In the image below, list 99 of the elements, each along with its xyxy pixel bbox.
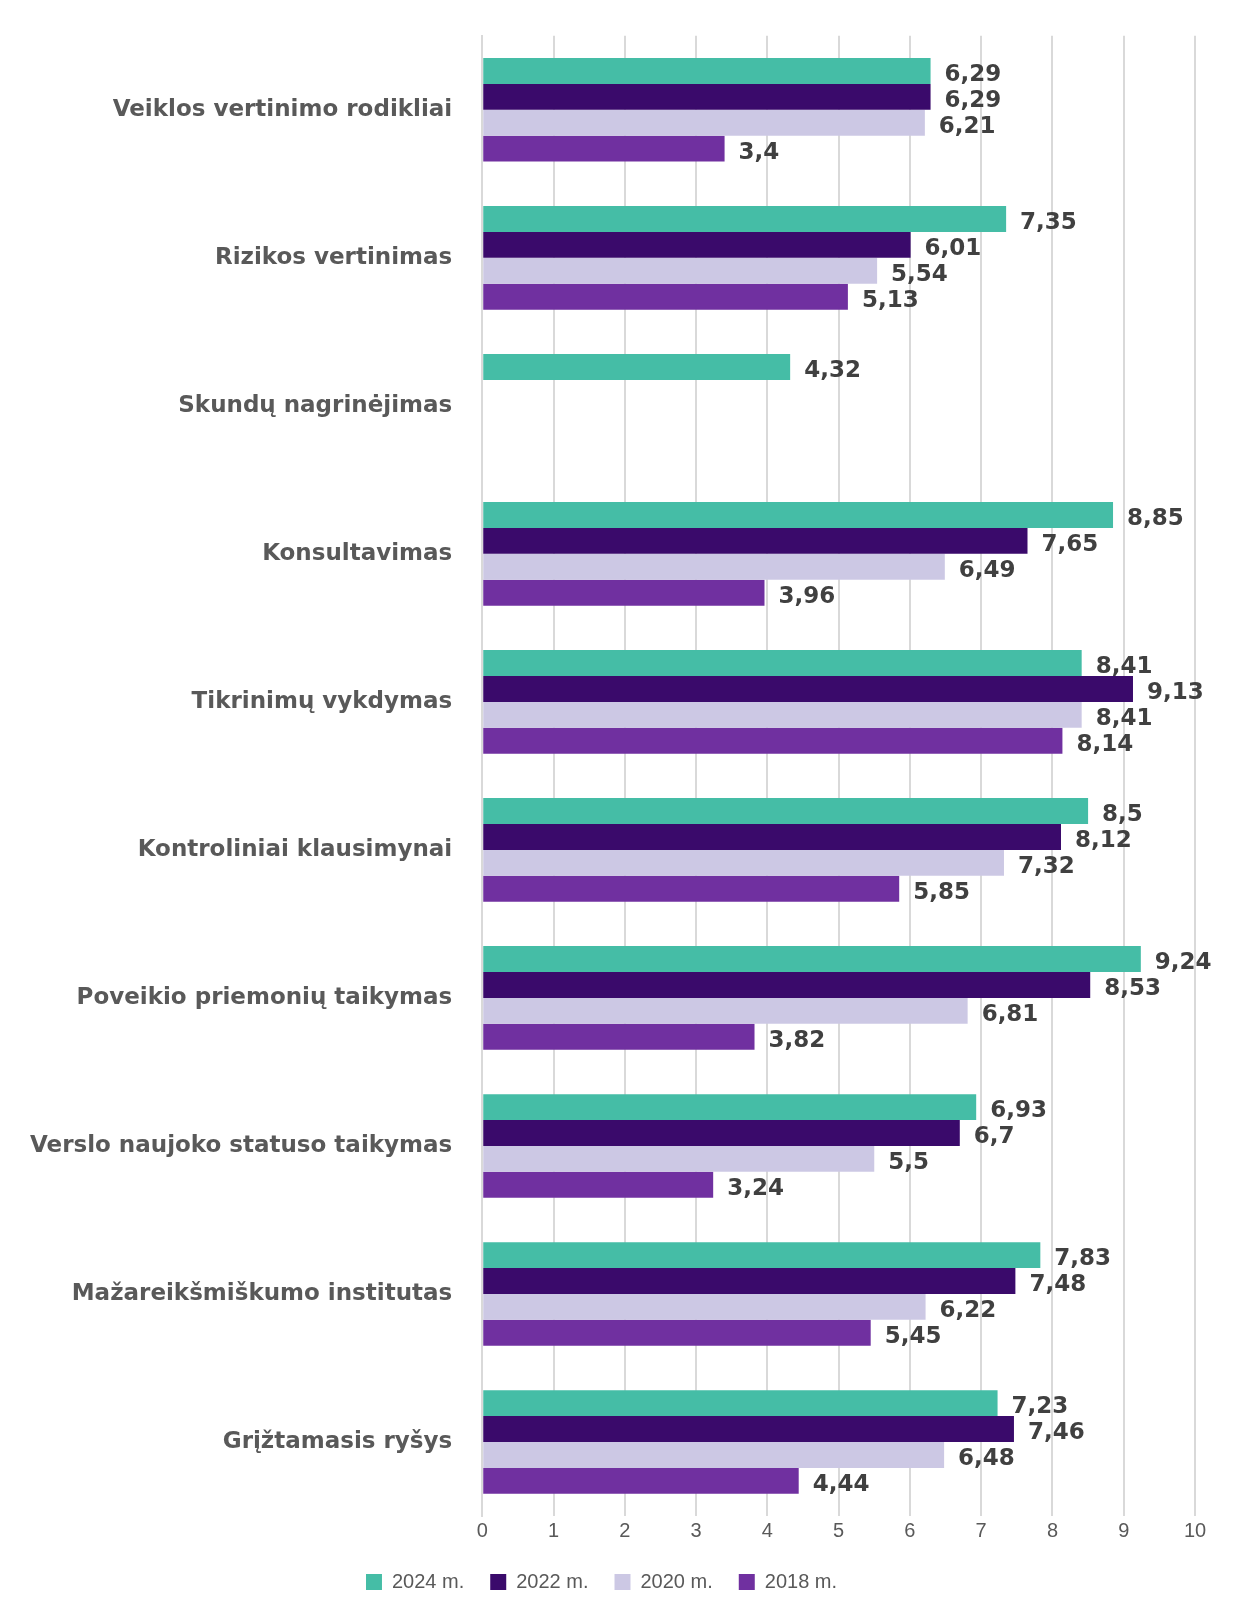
- y-tick-label: Kontroliniai klausimynai: [137, 834, 453, 861]
- bar: [483, 1467, 799, 1494]
- x-tick-label: 2: [619, 1518, 631, 1541]
- x-tick-label: 9: [1118, 1518, 1130, 1541]
- data-label: 4,44: [812, 1469, 870, 1496]
- data-label: 9,24: [1154, 948, 1212, 975]
- bar: [483, 231, 911, 258]
- bar: [483, 1094, 977, 1121]
- y-tick-label: Konsultavimas: [262, 538, 453, 565]
- bar: [483, 135, 725, 162]
- bar: [483, 972, 1091, 998]
- data-label: 9,13: [1146, 677, 1204, 704]
- bar: [483, 701, 1082, 728]
- y-tick-label: Mažareikšmiškumo institutas: [71, 1278, 453, 1305]
- data-label: 6,01: [924, 233, 982, 260]
- y-tick-label: Rizikos vertinimas: [214, 242, 453, 269]
- data-label: 7,48: [1029, 1269, 1087, 1296]
- bar: [483, 946, 1141, 973]
- x-tick-label: 5: [833, 1518, 845, 1541]
- data-label: 7,65: [1041, 529, 1099, 556]
- legend-label: 2022 m.: [516, 1569, 589, 1592]
- bar: [483, 1390, 998, 1417]
- data-label: 8,12: [1075, 825, 1132, 852]
- y-tick-label: Grįžtamasis ryšys: [222, 1426, 453, 1453]
- bar: [483, 798, 1089, 825]
- x-tick-label: 7: [975, 1518, 987, 1541]
- data-label: 8,85: [1127, 503, 1184, 530]
- bar: [483, 553, 945, 580]
- bar: [483, 58, 931, 84]
- bar: [483, 1120, 960, 1146]
- data-label: 8,53: [1104, 973, 1161, 1000]
- data-label: 5,85: [913, 877, 970, 904]
- data-label: 6,21: [938, 111, 996, 138]
- data-label: 6,93: [990, 1096, 1047, 1123]
- data-label: 3,24: [727, 1173, 784, 1200]
- bar: [483, 1441, 945, 1468]
- bar: [483, 1268, 1016, 1294]
- bar: [483, 650, 1082, 676]
- x-tick-label: 4: [761, 1518, 773, 1541]
- data-label: 6,29: [944, 59, 1002, 86]
- bar: [483, 1242, 1041, 1269]
- data-label: 6,49: [958, 555, 1016, 582]
- data-label: 4,32: [804, 355, 861, 382]
- bar: [483, 1416, 1014, 1442]
- data-label: 6,81: [981, 999, 1039, 1026]
- x-tick-label: 0: [476, 1518, 488, 1541]
- bar: [483, 1171, 714, 1198]
- bar: [483, 1293, 926, 1320]
- data-label: 7,32: [1017, 851, 1075, 878]
- bar: [483, 283, 848, 310]
- x-tick-label: 3: [690, 1518, 702, 1541]
- data-label: 8,14: [1076, 729, 1134, 756]
- x-tick-label: 1: [547, 1518, 560, 1541]
- bar: [483, 206, 1007, 232]
- data-label: 7,23: [1011, 1392, 1069, 1419]
- y-tick-label: Tikrinimų vykdymas: [191, 686, 453, 713]
- data-label: 5,13: [861, 285, 919, 312]
- legend-label: 2018 m.: [764, 1569, 838, 1592]
- data-label: 6,7: [973, 1121, 1015, 1148]
- y-tick-label: Poveikio priemonių taikymas: [76, 982, 453, 1009]
- data-label: 7,35: [1020, 207, 1077, 234]
- data-label: 5,54: [891, 259, 948, 286]
- bar: [483, 83, 931, 110]
- x-tick-label: 6: [904, 1518, 916, 1541]
- y-tick-label: Veiklos vertinimo rodikliai: [112, 94, 453, 121]
- bar: [483, 875, 900, 902]
- data-label: 6,48: [958, 1443, 1015, 1470]
- bar: [483, 257, 878, 284]
- bar: [483, 579, 765, 606]
- bar: [483, 109, 925, 136]
- bar: [483, 527, 1028, 554]
- legend-label: 2024 m.: [391, 1569, 465, 1592]
- bar: [483, 354, 791, 380]
- bar: [483, 1319, 871, 1346]
- bar: [483, 502, 1114, 528]
- data-label: 3,82: [768, 1025, 826, 1052]
- x-tick-label: 10: [1183, 1518, 1207, 1541]
- data-label: 8,5: [1102, 800, 1143, 827]
- data-label: 6,22: [939, 1295, 997, 1322]
- y-tick-label: Skundų nagrinėjimas: [178, 390, 453, 417]
- bar: [483, 997, 968, 1024]
- x-tick-label: 8: [1046, 1518, 1059, 1541]
- data-label: 7,46: [1027, 1418, 1085, 1445]
- data-label: 6,29: [944, 85, 1002, 112]
- data-label: 5,45: [884, 1321, 942, 1348]
- bar: [483, 1145, 875, 1172]
- data-label: 8,41: [1095, 652, 1153, 678]
- legend-label: 2020 m.: [640, 1569, 713, 1592]
- bar: [483, 824, 1061, 850]
- data-label: 3,4: [738, 137, 780, 164]
- bar: [483, 1023, 755, 1050]
- data-label: 7,83: [1054, 1244, 1112, 1271]
- bar: [483, 675, 1133, 702]
- bar: [483, 849, 1004, 876]
- bar: [483, 727, 1063, 754]
- y-tick-label: Verslo naujoko statuso taikymas: [29, 1130, 453, 1157]
- data-label: 3,96: [778, 581, 836, 608]
- data-label: 8,41: [1095, 703, 1153, 730]
- data-label: 5,5: [888, 1147, 930, 1174]
